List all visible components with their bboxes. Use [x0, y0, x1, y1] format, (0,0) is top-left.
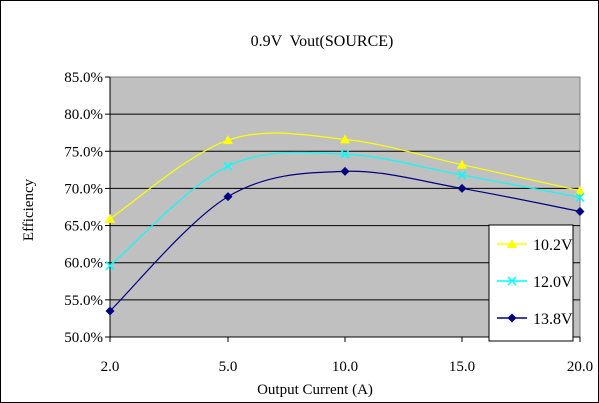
- y-tick-label: 75.0%: [64, 144, 103, 160]
- y-tick-label: 80.0%: [64, 107, 103, 123]
- data-point: [340, 149, 350, 159]
- y-tick-label: 85.0%: [64, 70, 103, 86]
- x-axis-label: Output Current (A): [257, 382, 373, 398]
- y-tick-label: 70.0%: [64, 181, 103, 197]
- series-layer: [105, 132, 585, 316]
- data-point: [340, 166, 350, 176]
- legend: 10.2V 12.0V 13.8V: [488, 224, 574, 342]
- y-tick-label: 50.0%: [64, 330, 103, 346]
- chart-title: 0.9V Vout(SOURCE): [251, 33, 394, 50]
- data-point: [457, 170, 467, 180]
- legend-marker: [507, 239, 517, 248]
- y-tick-label: 55.0%: [64, 293, 103, 309]
- legend-label: 13.8V: [533, 311, 573, 328]
- legend-item: 12.0V: [497, 274, 573, 291]
- series-line: [109, 151, 581, 267]
- data-point: [223, 161, 233, 171]
- series-12.0V: [105, 149, 585, 271]
- data-point: [457, 159, 467, 169]
- data-point: [105, 306, 115, 316]
- x-tick-label: 5.0: [219, 359, 238, 375]
- series-13.8V: [105, 166, 585, 316]
- series-line: [109, 170, 581, 312]
- legend-label: 12.0V: [533, 274, 573, 291]
- data-point: [457, 183, 467, 193]
- data-point: [105, 261, 115, 271]
- legend-item: 13.8V: [497, 311, 573, 328]
- legend-marker: [507, 313, 517, 323]
- legend-label: 10.2V: [533, 237, 573, 254]
- legend-marker: [507, 276, 517, 286]
- series-10.2V: [105, 132, 585, 223]
- legend-item: 10.2V: [497, 237, 573, 254]
- data-point: [575, 206, 585, 216]
- data-point: [575, 192, 585, 202]
- data-point: [575, 185, 585, 195]
- data-point: [340, 134, 350, 144]
- y-tick-label: 65.0%: [64, 219, 103, 235]
- x-tick-label: 10.0: [332, 359, 358, 375]
- data-point: [223, 192, 233, 202]
- data-point: [105, 213, 115, 223]
- x-tick-label: 15.0: [449, 359, 475, 375]
- x-tick-label: 2.0: [101, 359, 120, 375]
- y-axis-label: Efficiency: [21, 178, 37, 241]
- x-tick-label: 20.0: [567, 359, 593, 375]
- y-tick-label: 60.0%: [64, 256, 103, 272]
- data-point: [223, 135, 233, 145]
